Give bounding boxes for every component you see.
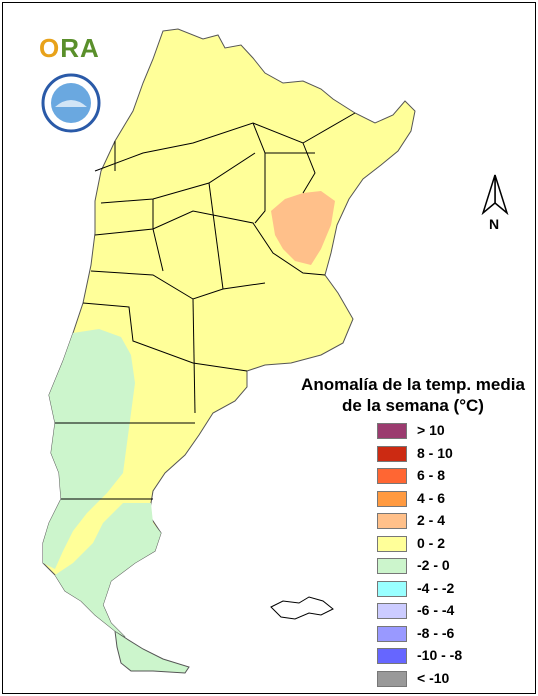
north-label: N — [489, 216, 500, 232]
legend-swatch — [377, 558, 407, 574]
legend-label: -2 - 0 — [417, 557, 450, 573]
province-borders — [55, 112, 356, 500]
legend-swatch — [377, 513, 407, 529]
tierra-del-fuego — [114, 629, 190, 674]
argentina-map — [42, 28, 416, 674]
falkland-islands — [270, 596, 334, 620]
legend-label: -4 - -2 — [417, 579, 455, 596]
legend-title-line2: de la semana (°C) — [342, 396, 484, 415]
legend-label: -6 - -4 — [417, 602, 455, 618]
smn-seal-icon — [41, 73, 101, 133]
legend-swatch — [377, 423, 407, 439]
legend-label: 4 - 6 — [417, 489, 446, 506]
legend-label: < -10 — [417, 669, 450, 686]
cool-anomaly-zone — [43, 329, 135, 569]
legend-label: -8 - -6 — [417, 624, 455, 641]
legend-label: 0 - 2 — [417, 534, 446, 551]
legend-title-line1: Anomalía de la temp. media — [301, 375, 525, 394]
north-arrow-icon — [481, 174, 509, 215]
warm-anomaly-zone — [271, 191, 335, 265]
legend-swatch — [377, 468, 407, 484]
legend-label: 2 - 4 — [417, 512, 446, 528]
legend-swatch — [377, 648, 407, 664]
legend-label: 8 - 10 — [417, 444, 453, 461]
legend-label: -10 - -8 — [417, 647, 463, 663]
legend-swatch — [377, 490, 407, 507]
legend-swatch — [377, 580, 407, 597]
legend-label: > 10 — [417, 422, 445, 438]
legend-swatch — [377, 535, 407, 552]
cool-anomaly-zone-south — [55, 503, 161, 637]
ora-logo: ORA — [39, 33, 100, 63]
legend-label: 6 - 8 — [417, 467, 446, 483]
legend-swatch — [377, 603, 407, 619]
legend-swatch — [377, 670, 407, 687]
legend-swatch — [377, 445, 407, 462]
legend-swatch — [377, 625, 407, 642]
